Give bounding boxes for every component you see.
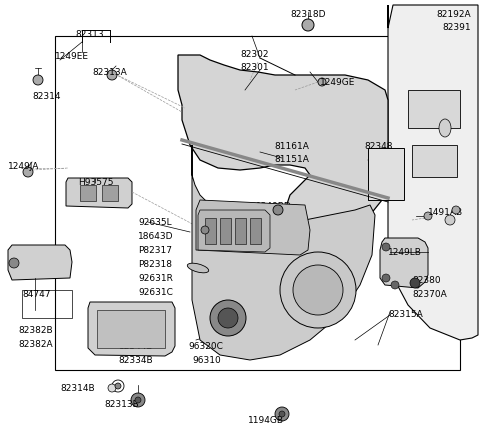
Text: 1194GB: 1194GB bbox=[248, 416, 284, 425]
Bar bbox=[22, 290, 72, 318]
Circle shape bbox=[280, 252, 356, 328]
Text: 82302: 82302 bbox=[240, 50, 268, 59]
Ellipse shape bbox=[439, 119, 451, 137]
Polygon shape bbox=[380, 238, 428, 288]
Bar bbox=[250, 218, 261, 244]
Text: 92631C: 92631C bbox=[138, 288, 173, 297]
Circle shape bbox=[382, 243, 390, 251]
Polygon shape bbox=[66, 178, 132, 208]
Bar bbox=[55, 36, 460, 370]
Text: 82318D: 82318D bbox=[290, 10, 325, 19]
Text: 82391: 82391 bbox=[442, 23, 470, 32]
Text: 82382A: 82382A bbox=[18, 340, 53, 349]
Bar bbox=[220, 218, 231, 244]
Circle shape bbox=[275, 407, 289, 421]
Text: 82313A: 82313A bbox=[92, 68, 127, 77]
Text: 1249EE: 1249EE bbox=[55, 52, 89, 61]
Text: 1249JA: 1249JA bbox=[8, 162, 39, 171]
Bar bbox=[235, 218, 246, 244]
Bar bbox=[102, 185, 118, 201]
Polygon shape bbox=[192, 145, 375, 360]
Circle shape bbox=[445, 215, 455, 225]
Text: 1249LB: 1249LB bbox=[388, 248, 422, 257]
Circle shape bbox=[23, 167, 33, 177]
Text: 81151A: 81151A bbox=[274, 155, 309, 164]
Text: 18643D: 18643D bbox=[138, 232, 173, 241]
Text: 82344B: 82344B bbox=[118, 342, 153, 351]
Circle shape bbox=[382, 274, 390, 282]
Circle shape bbox=[279, 411, 285, 417]
Circle shape bbox=[201, 226, 209, 234]
Polygon shape bbox=[388, 5, 478, 340]
Circle shape bbox=[218, 308, 238, 328]
Circle shape bbox=[135, 397, 141, 403]
Text: 82315A: 82315A bbox=[388, 310, 423, 319]
Text: 82314: 82314 bbox=[32, 92, 60, 101]
Bar bbox=[205, 218, 216, 244]
Polygon shape bbox=[178, 55, 388, 235]
Polygon shape bbox=[198, 210, 270, 252]
Circle shape bbox=[391, 281, 399, 289]
Circle shape bbox=[108, 384, 116, 392]
Text: 84747: 84747 bbox=[22, 290, 50, 299]
Circle shape bbox=[452, 206, 460, 214]
Text: 82192A: 82192A bbox=[436, 10, 470, 19]
Text: P82318: P82318 bbox=[138, 260, 172, 269]
Text: 1249GE: 1249GE bbox=[320, 78, 355, 87]
Text: 82370A: 82370A bbox=[412, 290, 447, 299]
Circle shape bbox=[410, 278, 420, 288]
Text: 82380: 82380 bbox=[412, 276, 441, 285]
Text: H93575: H93575 bbox=[78, 178, 113, 187]
Circle shape bbox=[424, 212, 432, 220]
Text: 82314B: 82314B bbox=[60, 384, 95, 393]
Circle shape bbox=[293, 265, 343, 315]
Circle shape bbox=[131, 393, 145, 407]
Text: 82313B: 82313B bbox=[104, 400, 139, 409]
Text: 82334B: 82334B bbox=[118, 356, 153, 365]
Polygon shape bbox=[196, 200, 310, 255]
Circle shape bbox=[115, 383, 121, 389]
Text: 81161A: 81161A bbox=[274, 142, 309, 151]
Circle shape bbox=[302, 19, 314, 31]
Circle shape bbox=[210, 300, 246, 336]
Polygon shape bbox=[88, 302, 175, 356]
Bar bbox=[97, 310, 165, 348]
Text: 92631R: 92631R bbox=[138, 274, 173, 283]
Text: P82317: P82317 bbox=[138, 246, 172, 255]
Bar bbox=[368, 148, 404, 200]
Circle shape bbox=[33, 75, 43, 85]
Ellipse shape bbox=[187, 263, 209, 273]
Polygon shape bbox=[8, 245, 72, 280]
Text: 1491AB: 1491AB bbox=[428, 208, 463, 217]
Text: 96320C: 96320C bbox=[188, 342, 223, 351]
Circle shape bbox=[107, 70, 117, 80]
Text: 82301: 82301 bbox=[240, 63, 269, 72]
Text: 92635L: 92635L bbox=[138, 218, 172, 227]
Circle shape bbox=[318, 78, 326, 86]
Circle shape bbox=[273, 205, 283, 215]
Text: 82348: 82348 bbox=[364, 142, 393, 151]
Text: 82382B: 82382B bbox=[18, 326, 53, 335]
Text: 1249BD: 1249BD bbox=[256, 202, 292, 211]
Bar bbox=[412, 145, 457, 177]
Text: 96310: 96310 bbox=[192, 356, 221, 365]
Circle shape bbox=[9, 258, 19, 268]
Circle shape bbox=[112, 380, 124, 392]
Bar bbox=[80, 185, 96, 201]
Bar bbox=[408, 90, 460, 128]
Text: 82313: 82313 bbox=[75, 30, 104, 39]
